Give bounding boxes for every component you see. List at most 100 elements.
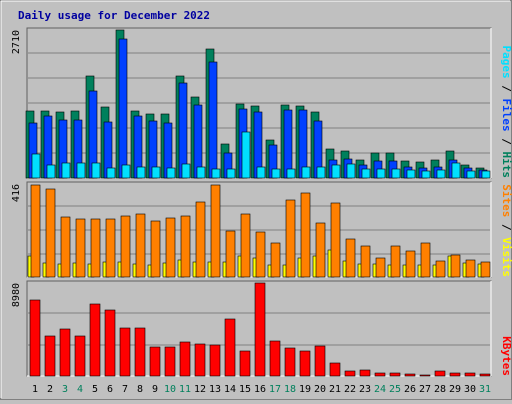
bar-sites-day-24	[375, 257, 386, 278]
bar-pages-day-28	[436, 169, 446, 179]
bar-kbytes-day-5	[89, 303, 101, 377]
svg-text:KBytes: KBytes	[500, 336, 512, 376]
x-label-day-29: 29	[449, 384, 461, 395]
x-label-day-6: 6	[107, 384, 113, 395]
bar-pages-day-26	[406, 169, 416, 179]
x-label-day-7: 7	[122, 384, 128, 395]
bar-pages-day-27	[421, 170, 431, 179]
bar-pages-day-8	[136, 166, 146, 179]
legend-top: Pages / Files / Hits	[500, 46, 512, 179]
bar-sites-day-3	[60, 216, 71, 278]
bar-pages-day-10	[166, 167, 176, 179]
bar-sites-day-5	[90, 218, 101, 278]
bar-pages-day-12	[196, 166, 206, 179]
bar-sites-day-23	[360, 245, 371, 278]
legend-item-files: Files	[500, 99, 512, 132]
bar-kbytes-day-4	[74, 335, 86, 377]
bar-kbytes-day-14	[224, 318, 236, 377]
x-label-day-21: 21	[329, 384, 341, 395]
x-label-day-17: 17	[269, 384, 281, 395]
bar-kbytes-day-29	[449, 372, 461, 377]
bar-kbytes-day-23	[359, 369, 371, 377]
legend-middle: Sites / Visits	[500, 184, 512, 277]
x-label-day-15: 15	[239, 384, 251, 395]
bar-sites-day-28	[435, 260, 446, 278]
bar-sites-day-8	[135, 213, 146, 278]
x-label-day-24: 24	[374, 384, 386, 395]
x-label-day-20: 20	[314, 384, 326, 395]
x-label-day-27: 27	[419, 384, 431, 395]
bar-pages-day-1	[31, 153, 41, 179]
x-label-day-19: 19	[299, 384, 311, 395]
bar-kbytes-day-16	[254, 282, 266, 377]
x-label-day-23: 23	[359, 384, 371, 395]
x-label-day-28: 28	[434, 384, 446, 395]
x-label-day-2: 2	[47, 384, 53, 395]
bar-sites-day-20	[315, 222, 326, 278]
legend-separator: /	[500, 217, 512, 237]
legend-bottom: KBytes	[500, 336, 512, 376]
bar-sites-day-21	[330, 202, 341, 278]
chart-panels: 2710 Pages / Files / Hits 416 Sites / Visit…	[11, 27, 512, 377]
bar-kbytes-day-21	[329, 362, 341, 377]
bar-kbytes-day-19	[299, 350, 311, 377]
x-label-day-25: 25	[389, 384, 401, 395]
bar-pages-day-16	[256, 166, 266, 179]
legend-separator: /	[500, 132, 512, 152]
bar-pages-day-7	[121, 164, 131, 179]
bar-pages-day-5	[91, 162, 101, 179]
bar-pages-day-25	[391, 168, 401, 179]
bar-pages-day-11	[181, 163, 191, 179]
panel-middle: 416 Sites / Visits	[11, 181, 512, 278]
bar-sites-day-25	[390, 245, 401, 278]
x-label-day-18: 18	[284, 384, 296, 395]
x-label-day-16: 16	[254, 384, 266, 395]
legend-item-kbytes: KBytes	[500, 336, 512, 376]
bar-pages-day-9	[151, 166, 161, 179]
bar-sites-day-6	[105, 218, 116, 278]
bar-pages-day-13	[211, 168, 221, 179]
bar-kbytes-day-28	[434, 370, 446, 377]
bar-sites-day-1	[30, 184, 41, 278]
bar-sites-day-9	[150, 220, 161, 278]
x-label-day-4: 4	[77, 384, 83, 395]
bar-sites-day-11	[180, 215, 191, 278]
x-label-day-3: 3	[62, 384, 68, 395]
x-axis-labels: 1 2 3 4 5 6 7 8 9 10 11 12 13 14 15 16 17 18 19 20 21 22 23 24 2…	[32, 384, 491, 395]
x-label-day-30: 30	[464, 384, 476, 395]
bar-pages-day-21	[331, 164, 341, 179]
x-label-day-22: 22	[344, 384, 356, 395]
bar-pages-day-6	[106, 167, 116, 179]
bar-kbytes-day-22	[344, 370, 356, 377]
bar-kbytes-day-2	[44, 335, 56, 377]
bar-kbytes-day-17	[269, 340, 281, 377]
bar-kbytes-day-24	[374, 372, 386, 377]
bar-sites-day-4	[75, 218, 86, 278]
bar-kbytes-day-6	[104, 309, 116, 377]
bar-pages-day-31	[481, 170, 491, 179]
bar-sites-day-22	[345, 238, 356, 278]
bar-sites-day-16	[255, 231, 266, 278]
bar-kbytes-day-18	[284, 347, 296, 377]
legend-item-pages: Pages	[500, 46, 512, 79]
svg-text:Sites / Visits: Sites / Visits	[500, 184, 512, 277]
bar-sites-day-13	[210, 184, 221, 278]
bar-pages-day-14	[226, 168, 236, 179]
bar-sites-day-17	[270, 242, 281, 278]
x-label-day-5: 5	[92, 384, 98, 395]
x-label-day-10: 10	[164, 384, 176, 395]
bar-pages-day-18	[286, 168, 296, 179]
bar-files-day-18	[283, 109, 293, 179]
y-max-label-middle: 416	[11, 184, 22, 202]
bar-files-day-13	[208, 61, 218, 179]
panel-top: 2710 Pages / Files / Hits	[11, 27, 512, 179]
bar-sites-day-10	[165, 217, 176, 278]
bar-kbytes-day-31	[479, 373, 491, 377]
bar-kbytes-day-7	[119, 327, 131, 377]
bar-kbytes-day-11	[179, 341, 191, 377]
bar-kbytes-day-27	[419, 374, 431, 377]
bar-kbytes-day-25	[389, 372, 401, 377]
bar-pages-day-30	[466, 170, 476, 179]
bar-sites-day-31	[480, 261, 491, 278]
